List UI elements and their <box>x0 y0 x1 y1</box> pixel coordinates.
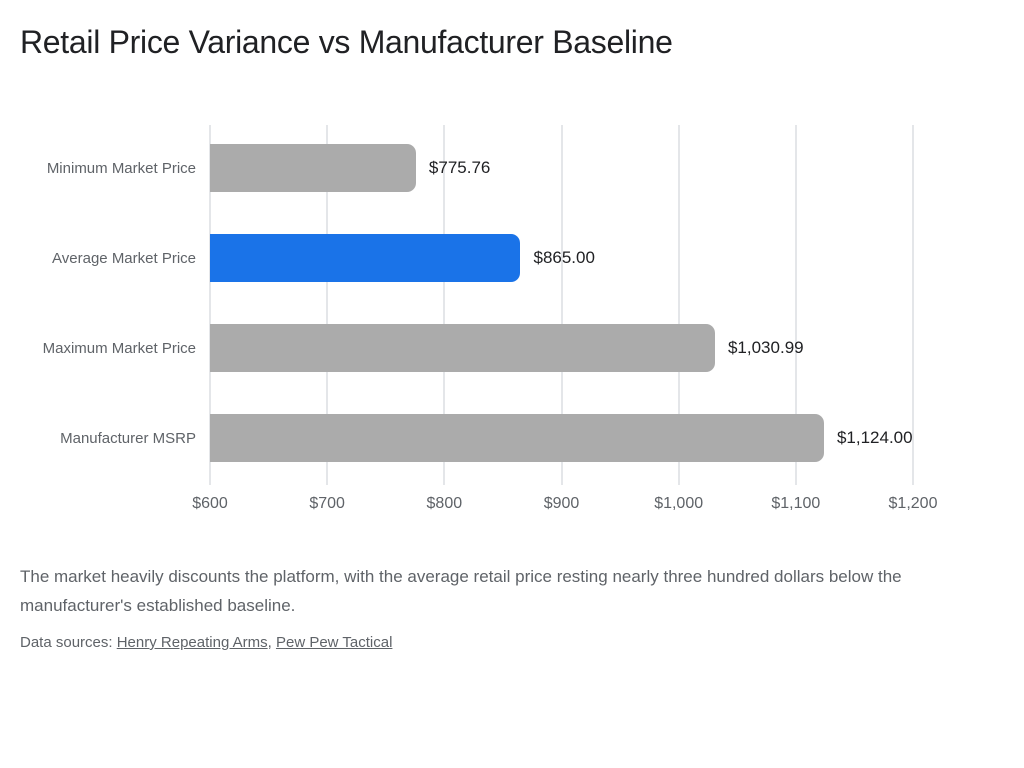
x-tick-label: $1,100 <box>771 495 821 512</box>
bar <box>210 324 715 372</box>
value-label: $1,030.99 <box>727 338 804 357</box>
chart-caption: The market heavily discounts the platfor… <box>20 567 902 615</box>
source-separator: , <box>267 634 276 651</box>
gridline <box>794 125 797 485</box>
x-tick-label: $900 <box>543 495 580 512</box>
source-link-pew-pew-tactical[interactable]: Pew Pew Tactical <box>275 634 393 651</box>
category-label: Manufacturer MSRP <box>60 429 196 447</box>
bar <box>210 414 824 462</box>
gridline <box>560 125 563 485</box>
x-tick-label: $1,000 <box>654 495 704 512</box>
gridline <box>326 125 329 485</box>
value-label: $1,124.00 <box>836 428 913 447</box>
x-tick-label: $600 <box>192 495 228 512</box>
gridline <box>209 125 211 485</box>
data-sources: Data sources: Henry Repeating Arms, Pew … <box>20 634 392 651</box>
data-sources-prefix: Data sources: <box>20 634 117 651</box>
gridline <box>677 125 680 485</box>
category-label: Average Market Price <box>52 249 196 267</box>
x-tick-label: $1,200 <box>888 495 938 512</box>
gridline <box>443 125 446 485</box>
value-label: $865.00 <box>533 248 595 267</box>
source-link-henry-repeating-arms[interactable]: Henry Repeating Arms <box>116 634 268 651</box>
category-label: Minimum Market Price <box>46 159 196 177</box>
bar <box>210 144 416 192</box>
bar <box>210 234 521 282</box>
x-tick-label: $700 <box>309 495 345 512</box>
x-tick-label: $800 <box>426 495 463 512</box>
gridline <box>912 125 914 485</box>
chart-title: Retail Price Variance vs Manufacturer Ba… <box>20 24 673 60</box>
category-label: Maximum Market Price <box>42 339 196 357</box>
value-label: $775.76 <box>428 158 491 177</box>
